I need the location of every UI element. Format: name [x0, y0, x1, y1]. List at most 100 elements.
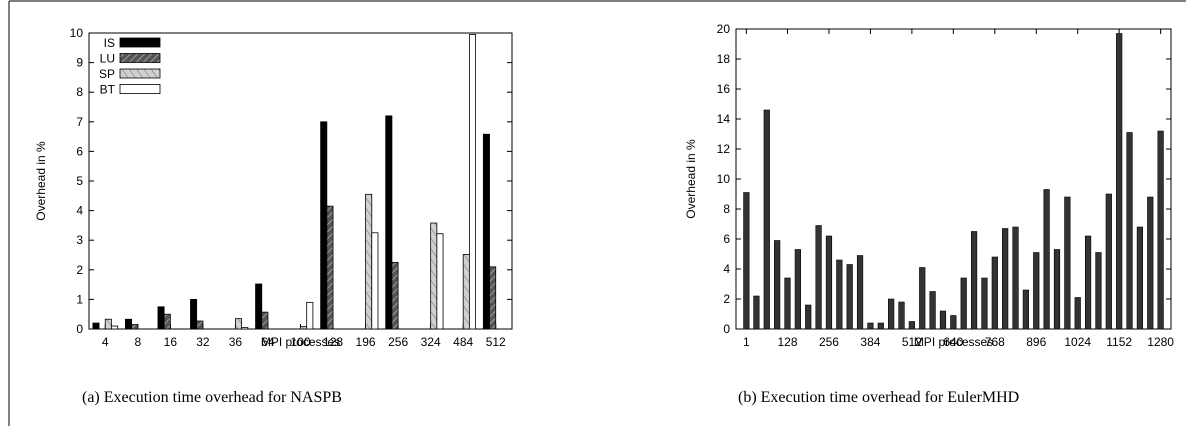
y-tick-label: 2 [76, 263, 83, 277]
legend-swatch-lu [119, 53, 161, 63]
caption-eulermhd: (b) Execution time overhead for EulerMHD [738, 389, 1020, 406]
x-tick-label: 896 [1026, 335, 1046, 349]
x-tick-label: 512 [902, 335, 922, 349]
bar-eulermhd [1084, 235, 1092, 330]
y-tick-label: 7 [76, 115, 83, 129]
bar-lu [163, 313, 171, 330]
bar-eulermhd [1002, 228, 1009, 330]
y-tick-label: 8 [723, 202, 730, 216]
bar-eulermhd [784, 277, 791, 330]
bar-eulermhd [794, 249, 801, 330]
x-tick-label: 1280 [1147, 335, 1174, 349]
bar-eulermhd [1116, 33, 1123, 330]
legend-label-lu: LU [100, 52, 115, 66]
x-tick-label: 1024 [1064, 335, 1091, 349]
bar-eulermhd [1105, 193, 1112, 330]
x-tick-label: 640 [943, 335, 963, 349]
bar-sp [104, 318, 112, 330]
y-axis-label: Overhead in % [34, 141, 48, 221]
bar-is [320, 121, 328, 330]
bar-eulermhd [939, 310, 947, 330]
y-tick-label: 8 [76, 85, 83, 99]
x-tick-label: 256 [819, 335, 839, 349]
x-axis-label: MPI processes [261, 335, 340, 349]
bar-eulermhd [846, 264, 853, 330]
bar-is [92, 322, 100, 330]
x-tick-label: 128 [323, 335, 343, 349]
bar-eulermhd [836, 259, 843, 330]
y-tick-label: 0 [723, 322, 730, 336]
bar-eulermhd [1022, 289, 1029, 330]
bar-sp [365, 193, 373, 330]
x-tick-label: 384 [860, 335, 880, 349]
x-tick-label: 36 [229, 335, 243, 349]
bar-eulermhd [888, 298, 895, 330]
x-tick-label: 324 [421, 335, 441, 349]
x-tick-label: 768 [985, 335, 1005, 349]
legend-label-is: IS [104, 36, 115, 50]
y-tick-label: 3 [76, 233, 83, 247]
y-tick-label: 14 [717, 112, 731, 126]
legend-label-sp: SP [99, 67, 115, 81]
bar-bt [436, 233, 444, 330]
bar-bt [306, 301, 314, 330]
bar-bt [241, 327, 249, 330]
bar-lu [131, 324, 139, 330]
bar-lu [326, 205, 334, 330]
y-axis-label: Overhead in % [684, 139, 698, 219]
bar-eulermhd [991, 256, 998, 330]
bar-eulermhd [1012, 226, 1019, 330]
bar-is [482, 133, 490, 330]
y-tick-label: 18 [717, 52, 731, 66]
bar-eulermhd [960, 277, 967, 330]
x-tick-label: 1 [743, 335, 750, 349]
bar-eulermhd [981, 277, 988, 330]
y-tick-label: 6 [723, 232, 730, 246]
legend-swatch-bt [119, 84, 161, 94]
bar-eulermhd [743, 192, 750, 330]
x-tick-label: 128 [777, 335, 797, 349]
bar-eulermhd [1074, 297, 1081, 330]
bar-eulermhd [1033, 252, 1040, 330]
bar-eulermhd [908, 321, 915, 330]
bar-eulermhd [1126, 132, 1133, 330]
bar-lu [391, 261, 399, 330]
x-tick-label: 256 [388, 335, 408, 349]
bar-eulermhd [1064, 196, 1071, 330]
legend-swatch-sp [119, 68, 161, 79]
bar-eulermhd [1053, 249, 1061, 330]
bar-eulermhd [825, 235, 833, 330]
eulermhd-chart: 0 2 4 6 8 10 12 14 16 18 20 1 128 256 384 512 640 768 896 1… [684, 22, 1174, 349]
y-tick-label: 0 [76, 322, 83, 336]
bar-eulermhd [919, 267, 926, 330]
legend-label-bt: BT [100, 83, 116, 97]
y-tick-label: 5 [76, 174, 83, 188]
bar-eulermhd [898, 301, 905, 330]
bar-is [157, 306, 165, 330]
bar-is [190, 298, 198, 330]
bar-sp [430, 222, 438, 330]
x-tick-label: 196 [356, 335, 376, 349]
y-tick-label: 9 [76, 56, 83, 70]
bar-eulermhd [1136, 226, 1144, 330]
bar-eulermhd [763, 109, 770, 330]
bar-lu [196, 320, 204, 330]
x-tick-label: 1152 [1106, 335, 1132, 349]
bar-eulermhd [877, 322, 884, 330]
bar-eulermhd [950, 315, 957, 330]
y-tick-label: 4 [723, 262, 730, 276]
bar-eulermhd [753, 295, 760, 330]
bar-sp [300, 326, 308, 330]
x-tick-label: 4 [102, 335, 109, 349]
bar-sp [462, 254, 470, 330]
x-tick-label: 512 [486, 335, 506, 349]
bar-eulermhd [867, 322, 874, 330]
bar-is [125, 318, 133, 330]
y-tick-label: 10 [717, 172, 731, 186]
x-tick-label: 8 [134, 335, 141, 349]
naspb-chart: 0 1 2 3 4 5 6 7 8 9 10 4 8 16 32 36 64 100 128 196 256 324 484… [34, 26, 513, 349]
caption-naspb: (a) Execution time overhead for NASPB [82, 389, 342, 406]
bar-bt [111, 325, 119, 330]
bar-eulermhd [856, 255, 864, 330]
